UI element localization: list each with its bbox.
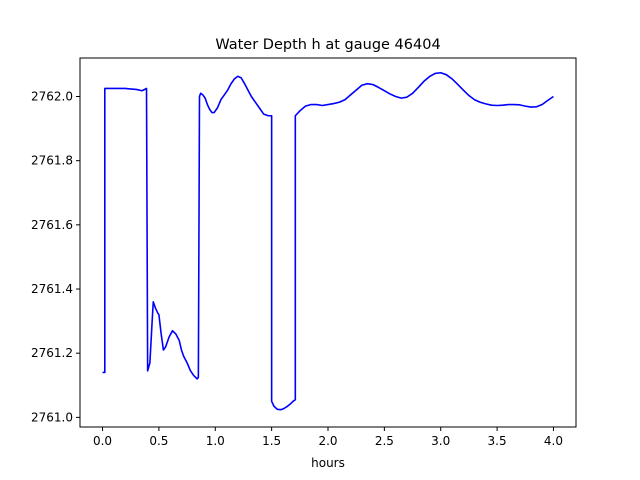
x-tick-label: 1.0: [206, 434, 225, 448]
y-axis-ticks: 2761.0 2761.2 2761.4 2761.6 2761.8 2762.0: [31, 90, 80, 424]
y-tick-label: 2761.2: [31, 346, 73, 360]
y-tick-label: 2761.8: [31, 154, 73, 168]
x-tick-label: 3.5: [488, 434, 507, 448]
x-tick-label: 0.5: [149, 434, 168, 448]
chart-title: Water Depth h at gauge 46404: [215, 37, 440, 53]
y-tick-label: 2762.0: [31, 90, 73, 104]
x-tick-label: 2.0: [318, 434, 337, 448]
plot-area: 0.0 0.5 1.0 1.5 2.0 2.5 3.0 3.5 4.0 2761.0 2761.2…: [31, 57, 577, 448]
x-tick-label: 2.5: [375, 434, 394, 448]
series-layer: [102, 71, 554, 411]
x-tick-label: 4.0: [544, 434, 563, 448]
y-tick-label: 2761.0: [31, 410, 73, 424]
y-tick-label: 2761.4: [31, 282, 73, 296]
x-tick-label: 1.5: [262, 434, 281, 448]
x-axis-label: hours: [311, 456, 345, 470]
x-tick-label: 3.0: [431, 434, 450, 448]
x-axis-ticks: 0.0 0.5 1.0 1.5 2.0 2.5 3.0 3.5 4.0: [93, 427, 563, 448]
y-tick-label: 2761.6: [31, 218, 73, 232]
series-line-0: [102, 71, 554, 411]
x-tick-label: 0.0: [93, 434, 112, 448]
